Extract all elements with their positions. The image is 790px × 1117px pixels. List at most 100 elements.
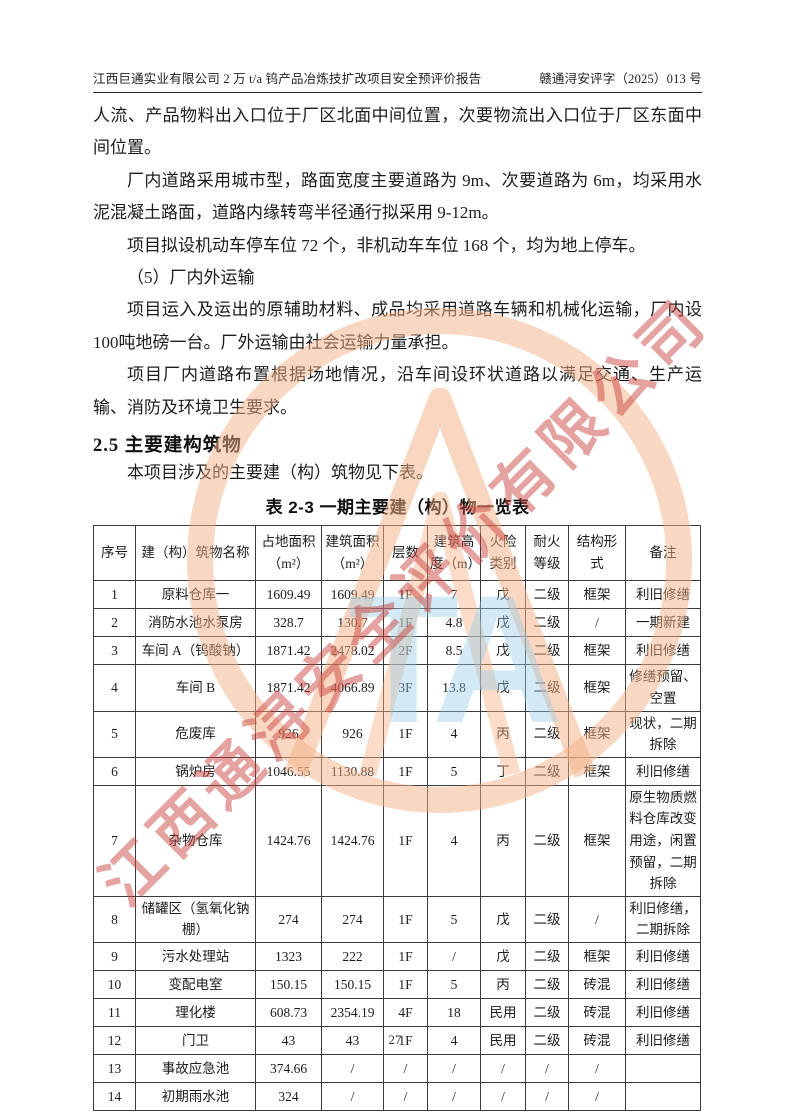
- table-header-cell: 结构形式: [568, 525, 626, 582]
- table-row: 6 锅炉房 1046.55 1130.88 1F 5 丁二级 框架 利旧修缮: [93, 756, 701, 786]
- table-cell: 框架: [568, 580, 626, 610]
- table-cell: 4066.89: [321, 664, 384, 712]
- table-cell: 10: [93, 970, 136, 999]
- table-cell: 戊: [480, 580, 526, 610]
- table-cell: 926: [255, 710, 322, 758]
- table-cell: 事故应急池: [135, 1054, 256, 1083]
- table-cell: 锅炉房: [135, 756, 256, 786]
- table-header-cell: 备注: [625, 525, 701, 582]
- table-cell: 1F: [383, 756, 428, 786]
- paragraph: 项目拟设机动车停车位 72 个，非机动车车位 168 个，均为地上停车。: [127, 235, 646, 255]
- table-cell: 利旧修缮: [625, 998, 701, 1027]
- table-cell: /: [568, 608, 626, 638]
- table-cell: 框架: [568, 942, 626, 971]
- table-header-cell: 耐火等级: [525, 525, 569, 582]
- table-cell: 11: [93, 998, 136, 1027]
- table-cell: 丁: [480, 756, 526, 786]
- table-cell: 1871.42: [255, 664, 322, 712]
- table-cell: 初期雨水池: [135, 1082, 256, 1111]
- table-header-cell: 建筑面积（m²）: [321, 525, 384, 582]
- table-cell: 8.5: [427, 636, 481, 666]
- table-cell: 利旧修缮: [625, 1026, 701, 1055]
- table-cell: 利旧修缮: [625, 580, 701, 610]
- table-cell: 926: [321, 710, 384, 758]
- table-cell: 利旧修缮: [625, 970, 701, 999]
- table-cell: /: [568, 1054, 626, 1083]
- table-cell: 民用: [480, 1026, 526, 1055]
- table-row: 11 理化楼 608.73 2354.19 4F 18 民用 二级 砖混 利旧修缮: [93, 998, 701, 1027]
- table-cell: 1609.49: [321, 580, 384, 610]
- table-row: 12 门卫 43 43 1F 4 民用 二级 砖混 利旧修缮: [93, 1026, 701, 1055]
- table-cell: 二级: [525, 895, 569, 944]
- table-cell: 理化楼: [135, 998, 256, 1027]
- table-cell: 储罐区（氢氧化钠棚）: [135, 895, 256, 944]
- table-cell: 框架: [568, 636, 626, 666]
- table-row: 4 车间 B 1871.42 4066.89 3F 13.8 戊二级 框架 修缮预留、空置: [93, 664, 701, 712]
- table-cell: 5: [427, 756, 481, 786]
- table-header-row: 序号 建（构）筑物名称 占地面积（m²） 建筑面积（m²） 层数 建筑高度（m） 火险类别耐…: [93, 525, 701, 582]
- table-cell: 戊: [480, 664, 526, 712]
- table-cell: /: [321, 1082, 384, 1111]
- table-cell: 1F: [383, 784, 428, 897]
- table-row: 5 危废库 926 926 1F 4 丙二级 框架 现状，二期拆除: [93, 710, 701, 758]
- table-cell: 13: [93, 1054, 136, 1083]
- page-footer: 27: [0, 1032, 790, 1048]
- paragraph: 项目运入及运出的原辅助材料、成品均采用道路车辆和机械化运输，厂内设100吨地磅一…: [93, 300, 702, 352]
- table-cell: 2: [93, 608, 136, 638]
- table-cell: 丙: [480, 710, 526, 758]
- table-cell: 3F: [383, 664, 428, 712]
- table-cell: 二级: [525, 636, 569, 666]
- table-cell: 变配电室: [135, 970, 256, 999]
- table-cell: 戊: [480, 608, 526, 638]
- table-cell: 丙: [480, 784, 526, 897]
- table-cell: 4: [427, 784, 481, 897]
- table-cell: 130.7: [321, 608, 384, 638]
- table-cell: 14: [93, 1082, 136, 1111]
- table-row: 3 车间 A（钨酸钠） 1871.42 2478.02 2F 8.5 戊二级 框架 利旧修缮: [93, 636, 701, 666]
- table-cell: 222: [321, 942, 384, 971]
- table-cell: 杂物仓库: [135, 784, 256, 897]
- table-cell: 二级: [525, 784, 569, 897]
- paragraph: 项目厂内道路布置根据场地情况，沿车间设环状道路以满足交通、生产运输、消防及环境卫…: [93, 365, 702, 417]
- table-cell: 框架: [568, 664, 626, 712]
- table-cell: 现状，二期拆除: [625, 710, 701, 758]
- table-cell: 门卫: [135, 1026, 256, 1055]
- table-cell: /: [383, 1054, 428, 1083]
- table-row: 14 初期雨水池 324// / / / /: [93, 1082, 701, 1111]
- table-cell: 13.8: [427, 664, 481, 712]
- buildings-table: 序号 建（构）筑物名称 占地面积（m²） 建筑面积（m²） 层数 建筑高度（m） 火险类别耐…: [93, 525, 701, 1111]
- table-cell: 1F: [383, 895, 428, 944]
- table-header-cell: 建筑高度（m）: [427, 525, 481, 582]
- table-cell: 6: [93, 756, 136, 786]
- table-cell: 二级: [525, 664, 569, 712]
- table-cell: 污水处理站: [135, 942, 256, 971]
- table-cell: 1609.49: [255, 580, 322, 610]
- page-header: 江西巨通实业有限公司 2 万 t/a 钨产品冶炼技扩改项目安全预评价报告 赣通浔…: [93, 68, 702, 93]
- table-cell: 一期新建: [625, 608, 701, 638]
- table-cell: 二级: [525, 756, 569, 786]
- table-cell: 150.15: [255, 970, 322, 999]
- table-cell: 274: [255, 895, 322, 944]
- table-cell: 2354.19: [321, 998, 384, 1027]
- header-doc-number: 赣通浔安评字（2025）013 号: [539, 72, 702, 86]
- table-header-cell: 层数: [383, 525, 428, 582]
- table-cell: 2F: [383, 636, 428, 666]
- section-heading: 2.5 主要建构筑物: [93, 436, 242, 457]
- paragraph: 厂内道路采用城市型，路面宽度主要道路为 9m、次要道路为 6m，均采用水泥混凝土…: [93, 170, 702, 223]
- table-cell: 328.7: [255, 608, 322, 638]
- table-cell: 二级: [525, 970, 569, 999]
- table-cell: 8: [93, 895, 136, 944]
- table-cell: /: [568, 1082, 626, 1111]
- table-cell: [625, 1054, 701, 1083]
- table-cell: /: [383, 1082, 428, 1111]
- table-cell: 12: [93, 1026, 136, 1055]
- table-cell: 5: [93, 710, 136, 758]
- table-cell: /: [480, 1082, 526, 1111]
- table-cell: 1F: [383, 942, 428, 971]
- table-cell: 民用: [480, 998, 526, 1027]
- table-row: 13 事故应急池 374.66// / / / /: [93, 1054, 701, 1083]
- table-cell: 二级: [525, 580, 569, 610]
- table-cell: 砖混: [568, 970, 626, 999]
- table-cell: 砖混: [568, 998, 626, 1027]
